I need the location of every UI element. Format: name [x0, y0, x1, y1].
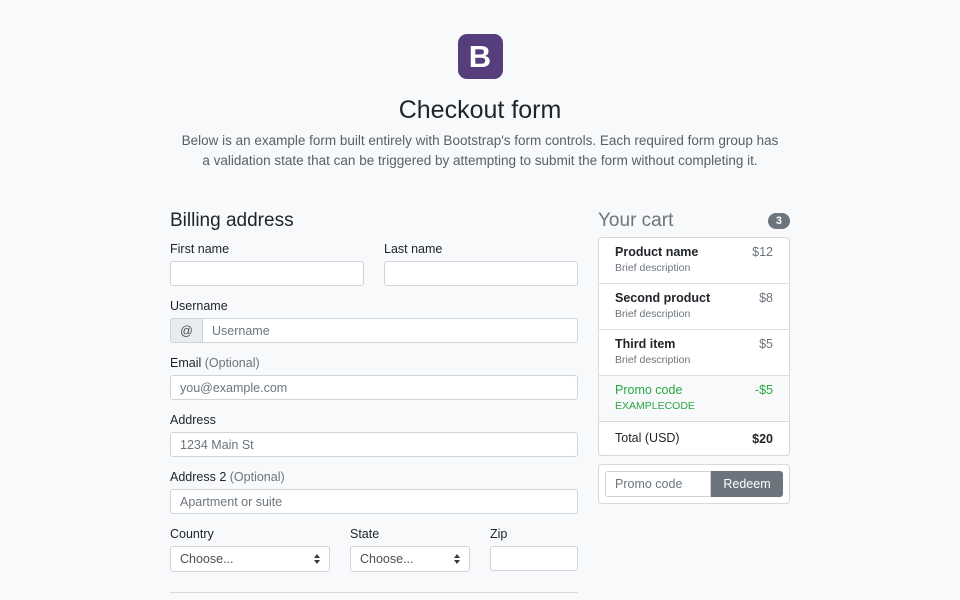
page-title: Checkout form — [398, 96, 562, 124]
total-label: Total (USD) — [615, 431, 680, 445]
item-name: Promo code — [615, 383, 683, 397]
item-price: -$5 — [754, 383, 773, 397]
at-sign-prefix: @ — [170, 318, 202, 343]
item-description: Brief description — [615, 308, 691, 320]
billing-heading: Billing address — [170, 210, 294, 231]
logo-letter: B — [468, 38, 492, 74]
item-name: Third item — [615, 337, 676, 351]
cart-total-row: Total (USD) $20 — [599, 422, 789, 455]
locale-row: Country Choose... State Choose... Zip — [170, 527, 578, 572]
email-optional-hint: (Optional) — [204, 356, 260, 370]
main-content: Billing address First name Last name Use… — [170, 209, 790, 593]
zip-input[interactable] — [490, 546, 578, 571]
email-group: Email (Optional) — [170, 356, 578, 400]
address-group: Address — [170, 413, 578, 457]
promo-code-form: Redeem — [598, 464, 790, 504]
address-input[interactable] — [170, 432, 578, 457]
item-name: Product name — [615, 245, 699, 259]
total-value: $20 — [752, 431, 773, 446]
username-label: Username — [170, 299, 228, 313]
bootstrap-logo-icon: B — [457, 34, 503, 79]
first-name-input[interactable] — [170, 261, 364, 286]
cart-section: Your cart 3 Product name Brief descripti… — [598, 209, 790, 593]
page-description: Below is an example form built entirely … — [181, 133, 779, 168]
state-label: State — [350, 527, 380, 541]
username-group: Username @ — [170, 299, 578, 343]
state-select[interactable]: Choose... — [350, 546, 470, 572]
country-select[interactable]: Choose... — [170, 546, 330, 572]
item-description: EXAMPLECODE — [615, 400, 695, 412]
item-name: Second product — [615, 291, 711, 305]
cart-item-promo: Promo code EXAMPLECODE -$5 — [599, 376, 789, 422]
cart-heading: Your cart — [598, 210, 674, 231]
username-input[interactable] — [202, 318, 578, 343]
last-name-input[interactable] — [384, 261, 578, 286]
cart-item: Product name Brief description $12 — [599, 238, 789, 284]
item-description: Brief description — [615, 354, 691, 366]
page-container: B Checkout form Below is an example form… — [170, 0, 790, 593]
address-label: Address — [170, 413, 216, 427]
item-price: $8 — [759, 291, 773, 305]
address2-input[interactable] — [170, 489, 578, 514]
redeem-button[interactable]: Redeem — [711, 471, 783, 497]
billing-section: Billing address First name Last name Use… — [170, 209, 578, 593]
email-label: Email (Optional) — [170, 356, 260, 370]
last-name-label: Last name — [384, 242, 443, 256]
address2-optional-hint: (Optional) — [229, 470, 285, 484]
item-price: $12 — [752, 245, 773, 259]
select-arrow-icon — [314, 554, 320, 564]
first-name-label: First name — [170, 242, 230, 256]
name-row: First name Last name — [170, 242, 578, 286]
cart-item: Second product Brief description $8 — [599, 284, 789, 330]
cart-count-badge: 3 — [767, 212, 790, 229]
item-description: Brief description — [615, 262, 691, 274]
page-header: B Checkout form Below is an example form… — [170, 34, 790, 171]
address2-group: Address 2 (Optional) — [170, 470, 578, 514]
promo-code-input[interactable] — [605, 471, 711, 497]
item-price: $5 — [759, 337, 773, 351]
email-input[interactable] — [170, 375, 578, 400]
cart-item: Third item Brief description $5 — [599, 330, 789, 376]
section-divider — [170, 592, 578, 593]
address2-label: Address 2 (Optional) — [170, 470, 285, 484]
cart-item-list: Product name Brief description $12 Secon… — [598, 237, 790, 456]
select-arrow-icon — [454, 554, 460, 564]
country-label: Country — [170, 527, 214, 541]
zip-label: Zip — [490, 527, 508, 541]
